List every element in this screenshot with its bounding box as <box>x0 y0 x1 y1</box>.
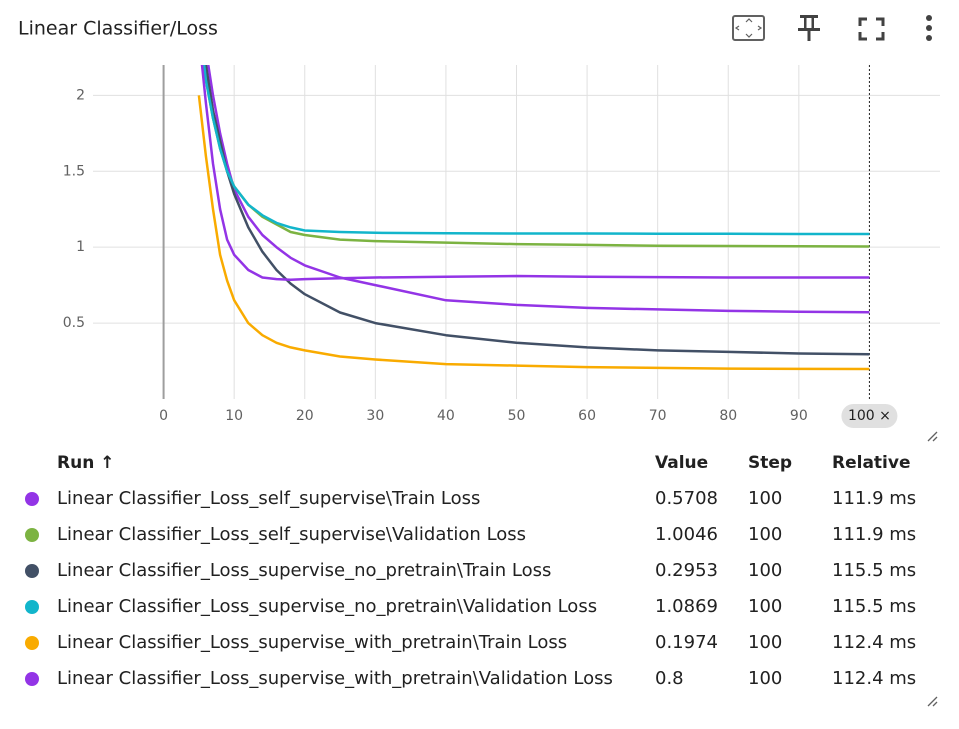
y-tick-label: 0.5 <box>63 315 85 331</box>
run-step: 100 <box>748 596 782 617</box>
fit-icon <box>732 15 765 41</box>
fit-domain-button[interactable] <box>732 15 765 41</box>
more-button[interactable] <box>926 15 932 41</box>
x-tick-label: 0 <box>159 408 168 424</box>
run-value: 0.8 <box>655 668 684 689</box>
dot <box>926 35 932 41</box>
x-tick-label: 40 <box>437 408 455 424</box>
series-line <box>207 65 870 314</box>
dot <box>926 15 932 21</box>
x-tick-label: 60 <box>578 408 596 424</box>
run-name: Linear Classifier_Loss_self_supervise\Tr… <box>57 488 480 509</box>
dot <box>926 25 932 31</box>
y-tick-label: 1 <box>76 239 85 255</box>
run-value: 1.0046 <box>655 524 718 545</box>
grid <box>93 65 940 399</box>
pin-right <box>811 18 814 29</box>
run-name: Linear Classifier_Loss_supervise_with_pr… <box>57 632 567 653</box>
run-value: 0.1974 <box>655 632 718 653</box>
run-color[interactable] <box>25 528 39 542</box>
run-name: Linear Classifier_Loss_supervise_with_pr… <box>57 668 613 689</box>
run-step: 100 <box>748 560 782 581</box>
run-color[interactable] <box>25 672 39 686</box>
run-value: 0.2953 <box>655 560 718 581</box>
x-tick-label: 10 <box>225 408 243 424</box>
run-step: 100 <box>748 632 782 653</box>
x-tick-label: 90 <box>790 408 808 424</box>
pin-base <box>798 28 820 31</box>
run-relative: 115.5 ms <box>832 560 916 581</box>
x-tick-label: 50 <box>508 408 526 424</box>
axis-labels: 0.511.520 10 20 30 40 50 60 70 80 90 100 × <box>63 87 898 428</box>
run-value: 0.5708 <box>655 488 718 509</box>
run-step: 100 <box>748 488 782 509</box>
x-tick-label: 30 <box>366 408 384 424</box>
plot-lines <box>197 65 870 371</box>
y-tick-label: 1.5 <box>63 163 85 179</box>
run-step: 100 <box>748 668 782 689</box>
y-tick-label: 2 <box>76 87 85 103</box>
cursor-chip[interactable] <box>841 404 898 428</box>
run-relative: 112.4 ms <box>832 632 916 653</box>
run-name: Linear Classifier_Loss_supervise_no_pret… <box>57 596 597 617</box>
pin-left <box>804 18 807 29</box>
run-table: Run ↑ Value Step Relative Linear Classif… <box>25 453 916 689</box>
column-header[interactable]: Relative <box>832 453 910 473</box>
run-name: Linear Classifier_Loss_supervise_no_pret… <box>57 560 551 581</box>
run-relative: 115.5 ms <box>832 596 916 617</box>
series-line <box>204 65 870 356</box>
series-line <box>202 65 870 248</box>
run-color[interactable] <box>25 564 39 578</box>
column-header[interactable]: Run ↑ <box>57 453 114 473</box>
series-line <box>200 65 870 282</box>
pin-needle <box>807 31 811 41</box>
series-line <box>202 65 870 236</box>
run-color[interactable] <box>25 636 39 650</box>
resize-handle[interactable] <box>927 696 938 707</box>
run-step: 100 <box>748 524 782 545</box>
run-color[interactable] <box>25 492 39 506</box>
pin-button[interactable] <box>798 15 820 41</box>
run-relative: 111.9 ms <box>832 488 916 509</box>
column-header[interactable]: Value <box>655 453 708 473</box>
resize-handle[interactable] <box>927 431 938 442</box>
fit-arrows <box>734 18 763 38</box>
x-tick-label: 80 <box>719 408 737 424</box>
run-value: 1.0869 <box>655 596 718 617</box>
pin-top <box>800 15 818 18</box>
x-tick-label: 70 <box>649 408 667 424</box>
run-color[interactable] <box>25 600 39 614</box>
card-title: Linear Classifier/Loss <box>18 18 218 40</box>
cursor-label: 100 × <box>848 408 891 424</box>
series-line <box>197 95 870 371</box>
run-relative: 112.4 ms <box>832 668 916 689</box>
x-tick-label: 20 <box>296 408 314 424</box>
column-header[interactable]: Step <box>748 453 792 473</box>
run-relative: 111.9 ms <box>832 524 916 545</box>
fullscreen-button[interactable] <box>858 17 885 41</box>
run-name: Linear Classifier_Loss_self_supervise\Va… <box>57 524 526 545</box>
